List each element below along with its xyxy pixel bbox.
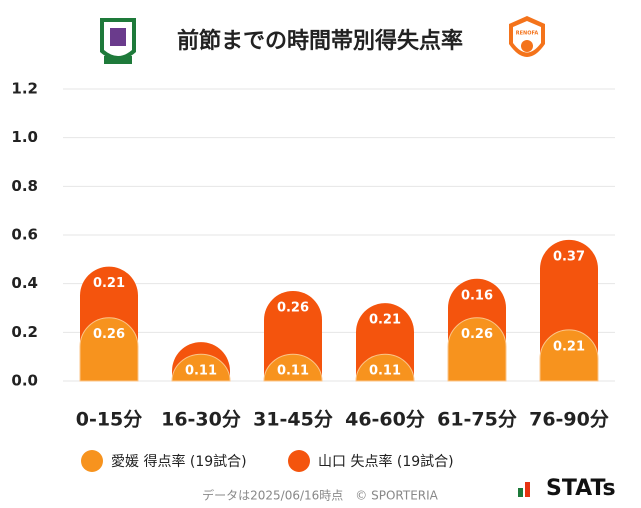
legend-label: 愛媛 得点率 (19試合): [111, 453, 247, 470]
bar-segment: [540, 239, 598, 359]
y-tick-label: 0.6: [11, 226, 38, 244]
legend-swatch: [288, 450, 310, 472]
bar-segment: [355, 353, 415, 382]
y-tick-label: 1.0: [11, 128, 38, 146]
value-label: 0.11: [185, 364, 217, 379]
value-label: 0.11: [369, 364, 401, 379]
brand: STATs: [546, 476, 616, 501]
value-label: 0.16: [461, 288, 493, 303]
x-tick-label: 61-75分: [437, 409, 517, 431]
legend-label: 山口 失点率 (19試合): [318, 453, 454, 470]
x-tick-label: 46-60分: [345, 409, 425, 431]
footer-note: データは2025/06/16時点 © SPORTERIA: [202, 488, 439, 503]
brand-logo: STATs: [518, 476, 616, 501]
y-tick-label: 0.2: [11, 323, 38, 341]
x-tick-label: 76-90分: [529, 409, 609, 431]
value-label: 0.21: [93, 276, 125, 291]
home-crest: [100, 18, 136, 64]
value-label: 0.26: [93, 327, 125, 342]
value-label: 0.21: [369, 313, 401, 328]
y-tick-label: 0.0: [11, 372, 38, 390]
bar-segment: [171, 353, 231, 382]
y-tick-label: 1.2: [11, 80, 38, 98]
away-crest: RENOFA: [509, 16, 545, 57]
bar-segment: [539, 329, 599, 382]
legend: 愛媛 得点率 (19試合) 山口 失点率 (19試合): [81, 450, 454, 472]
bar-segment: [79, 317, 139, 382]
value-label: 0.26: [461, 327, 493, 342]
y-tick-label: 0.8: [11, 177, 38, 195]
chart-title: 前節までの時間帯別得失点率: [177, 28, 463, 54]
x-tick-label: 16-30分: [161, 409, 241, 431]
x-tick-label: 31-45分: [253, 409, 333, 431]
x-tick-label: 0-15分: [76, 409, 143, 431]
y-tick-label: 0.4: [11, 274, 38, 292]
value-label: 0.11: [277, 364, 309, 379]
legend-swatch: [81, 450, 103, 472]
value-label: 0.26: [277, 300, 309, 315]
bar-segment: [263, 353, 323, 382]
value-label: 0.37: [553, 249, 585, 264]
bar-segment: [447, 317, 507, 382]
value-label: 0.21: [553, 339, 585, 354]
svg-text:RENOFA: RENOFA: [516, 31, 539, 37]
